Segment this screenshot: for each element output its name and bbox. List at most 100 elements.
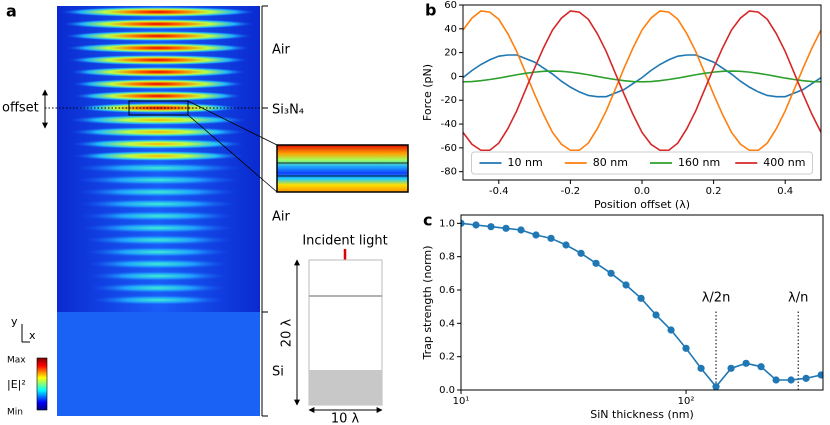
field-fringe <box>72 78 244 90</box>
y-tick-label: 40 <box>444 24 457 35</box>
field-fringe <box>64 30 252 42</box>
field-fringe <box>90 294 226 306</box>
y-axis-label: Force (pN) <box>421 64 434 121</box>
field-fringe <box>75 174 241 186</box>
colorbar-label: |E|² <box>7 378 26 391</box>
field-fringe <box>70 66 246 78</box>
y-tick-label: 60 <box>444 0 457 11</box>
data-point <box>757 363 765 371</box>
field-fringe <box>72 150 244 162</box>
legend-label: 400 nm <box>763 156 805 169</box>
layer-label: Air <box>272 210 291 225</box>
field-fringe <box>60 6 256 18</box>
annotation-label: λ/n <box>788 291 808 306</box>
silicon-field <box>57 312 260 416</box>
series-line <box>463 10 821 152</box>
schematic-title: Incident light <box>302 234 387 249</box>
data-point <box>577 249 585 257</box>
y-tick-label: 0.4 <box>439 318 455 329</box>
data-point <box>532 231 540 239</box>
plot-frame <box>460 214 824 391</box>
field-fringe <box>68 114 248 126</box>
series-line <box>463 70 821 83</box>
data-point <box>637 294 645 302</box>
zoom-inset <box>276 144 409 193</box>
data-point <box>562 241 570 249</box>
y-tick-label: -60 <box>441 143 457 154</box>
inset-layer <box>276 162 409 177</box>
y-tick-label: 20 <box>444 48 457 59</box>
height-label: 20 λ <box>280 319 295 348</box>
field-fringe <box>68 54 248 66</box>
data-point <box>712 383 720 390</box>
x-axis-label: Position offset (λ) <box>594 198 690 211</box>
panel-label: a <box>6 2 17 21</box>
panel-label: c <box>423 211 432 230</box>
x-tick-label: 0.0 <box>634 186 650 197</box>
field-fringe <box>84 246 232 258</box>
field-fringe <box>89 282 227 294</box>
data-point <box>652 311 660 319</box>
layer-label: Si <box>272 365 284 380</box>
data-point <box>697 364 705 372</box>
series-line <box>461 222 822 388</box>
data-point <box>802 374 810 382</box>
field-fringe <box>81 222 235 234</box>
y-tick-label: -20 <box>441 95 457 106</box>
field-fringe <box>74 162 242 174</box>
width-label: 10 λ <box>331 412 360 425</box>
y-tick-label: 0.6 <box>439 285 455 296</box>
y-tick-label: 0 <box>451 71 457 82</box>
field-fringe <box>87 270 229 282</box>
annotation-label: λ/2n <box>702 291 731 306</box>
axis-icon-label: x <box>29 329 36 342</box>
plot-frame <box>462 4 822 181</box>
layer-label: Air <box>272 43 291 58</box>
field-fringe <box>86 258 230 270</box>
legend-label: 80 nm <box>593 156 628 169</box>
y-axis-label: Trap strength (norm) <box>421 245 434 360</box>
data-point <box>622 281 630 289</box>
data-point <box>667 326 675 334</box>
y-tick-label: 0.2 <box>439 352 455 363</box>
zoom-line <box>187 100 278 146</box>
data-point <box>517 226 525 234</box>
data-point <box>592 259 600 267</box>
data-point <box>682 344 690 352</box>
data-point <box>727 364 735 372</box>
colorbar <box>36 357 48 411</box>
data-point <box>607 269 615 277</box>
zoom-box <box>128 100 189 116</box>
x-tick-label: -0.2 <box>561 186 581 197</box>
layer-label: Si₃N₄ <box>272 103 304 118</box>
data-point <box>461 219 465 227</box>
data-point <box>817 371 823 379</box>
x-tick-label: 0.4 <box>777 186 793 197</box>
y-tick-label: -40 <box>441 119 457 130</box>
x-tick-label: 10² <box>678 396 695 407</box>
x-tick-label: 0.2 <box>706 186 722 197</box>
series-line <box>463 54 821 98</box>
field-fringe <box>71 138 245 150</box>
data-point <box>502 224 510 232</box>
y-tick-label: 0.8 <box>439 252 455 263</box>
data-point <box>742 359 750 367</box>
field-fringe <box>69 126 247 138</box>
field-fringe <box>77 186 239 198</box>
field-fringe <box>80 210 236 222</box>
series-line <box>463 10 821 152</box>
schematic-substrate <box>309 370 382 405</box>
data-point <box>487 223 495 231</box>
legend-label: 10 nm <box>508 156 543 169</box>
data-point <box>547 234 555 242</box>
legend-label: 160 nm <box>678 156 720 169</box>
field-fringe <box>83 234 233 246</box>
x-axis-label: SiN thickness (nm) <box>590 408 694 421</box>
field-fringe <box>74 90 242 102</box>
panel-label: b <box>425 1 436 20</box>
axis-icon-label: y <box>11 315 18 328</box>
y-tick-label: 1.0 <box>439 218 455 229</box>
data-point <box>787 376 795 384</box>
x-tick-label: -0.4 <box>489 186 509 197</box>
